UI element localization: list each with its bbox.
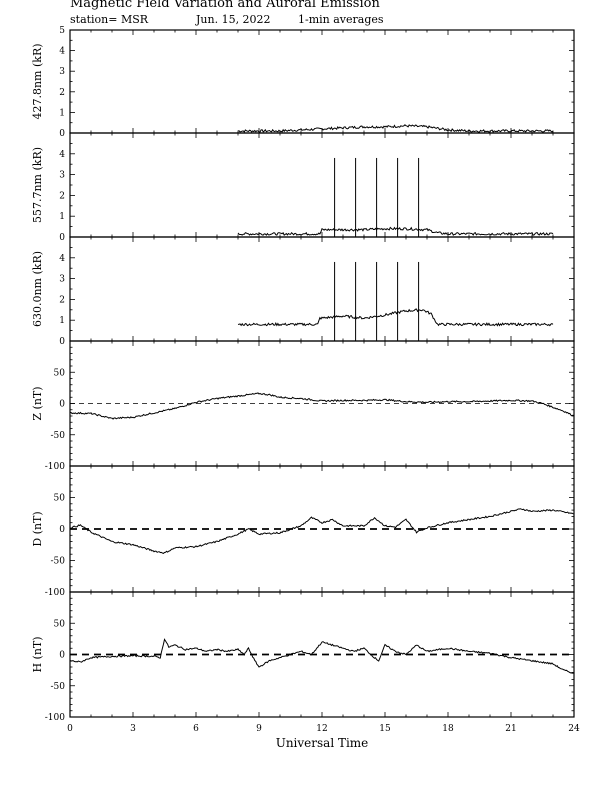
panel-5 bbox=[69, 591, 575, 718]
y-tick-label: -50 bbox=[51, 557, 66, 567]
y-tick-label: 3 bbox=[59, 67, 65, 77]
x-tick-label: 15 bbox=[379, 724, 391, 734]
y-tick-label: 2 bbox=[59, 191, 65, 201]
y-axis-label: H (nT) bbox=[31, 636, 44, 672]
chart-title: Magnetic Field Variation and Auroral Emi… bbox=[70, 0, 380, 11]
y-tick-label: 50 bbox=[54, 368, 66, 378]
panel-3 bbox=[69, 340, 575, 467]
series-line bbox=[237, 226, 554, 236]
y-tick-label: 2 bbox=[59, 88, 65, 98]
panel-0 bbox=[69, 29, 575, 134]
y-tick-label: 0 bbox=[59, 400, 65, 410]
x-tick-label: 0 bbox=[67, 724, 73, 734]
station-label: station= MSR bbox=[70, 13, 149, 26]
series-line bbox=[237, 308, 554, 327]
y-tick-label: 0 bbox=[59, 129, 65, 139]
series-line bbox=[69, 638, 575, 674]
date-label: Jun. 15, 2022 bbox=[196, 13, 271, 26]
x-tick-label: 6 bbox=[193, 724, 199, 734]
y-tick-label: 3 bbox=[59, 275, 65, 285]
x-tick-label: 24 bbox=[568, 724, 580, 734]
x-tick-label: 12 bbox=[316, 724, 327, 734]
y-tick-label: 2 bbox=[59, 295, 65, 305]
panel-frame bbox=[69, 132, 575, 238]
x-tick-label: 21 bbox=[505, 724, 516, 734]
y-tick-label: 5 bbox=[59, 26, 65, 36]
panel-4 bbox=[69, 465, 575, 593]
series-line bbox=[69, 392, 575, 420]
y-tick-label: 1 bbox=[59, 316, 65, 326]
y-tick-label: 0 bbox=[59, 651, 65, 661]
y-axis-label: 427.8nm (kR) bbox=[31, 43, 44, 119]
y-tick-label: 0 bbox=[59, 525, 65, 535]
y-axis-label: Z (nT) bbox=[31, 386, 44, 420]
y-tick-label: 4 bbox=[59, 47, 65, 57]
series-line bbox=[69, 508, 575, 554]
panel-2 bbox=[69, 236, 575, 342]
y-tick-label: 50 bbox=[54, 619, 66, 629]
panel-frame bbox=[69, 236, 575, 342]
y-tick-label: -100 bbox=[45, 462, 65, 472]
y-tick-label: 1 bbox=[59, 212, 65, 222]
y-tick-label: -50 bbox=[51, 431, 66, 441]
y-tick-label: 4 bbox=[59, 150, 65, 160]
panel-frame bbox=[69, 29, 575, 134]
panel-1 bbox=[69, 132, 575, 238]
series-line bbox=[237, 124, 554, 133]
x-tick-label: 3 bbox=[130, 724, 136, 734]
y-tick-label: 50 bbox=[54, 494, 66, 504]
y-tick-label: 0 bbox=[59, 233, 65, 243]
y-tick-label: -50 bbox=[51, 682, 66, 692]
y-axis-label: 557.7nm (kR) bbox=[31, 147, 44, 223]
x-tick-label: 9 bbox=[256, 724, 262, 734]
y-tick-label: -100 bbox=[45, 713, 65, 723]
y-tick-label: 4 bbox=[59, 254, 65, 264]
y-tick-label: -100 bbox=[45, 588, 65, 598]
y-axis-label: D (nT) bbox=[31, 511, 44, 546]
y-tick-label: 0 bbox=[59, 337, 65, 347]
x-axis-label: Universal Time bbox=[276, 736, 369, 750]
x-tick-label: 18 bbox=[442, 724, 454, 734]
averaging-label: 1-min averages bbox=[298, 13, 384, 26]
y-tick-label: 3 bbox=[59, 171, 65, 181]
y-axis-label: 630.0nm (kR) bbox=[31, 251, 44, 327]
y-tick-label: 1 bbox=[59, 108, 65, 118]
